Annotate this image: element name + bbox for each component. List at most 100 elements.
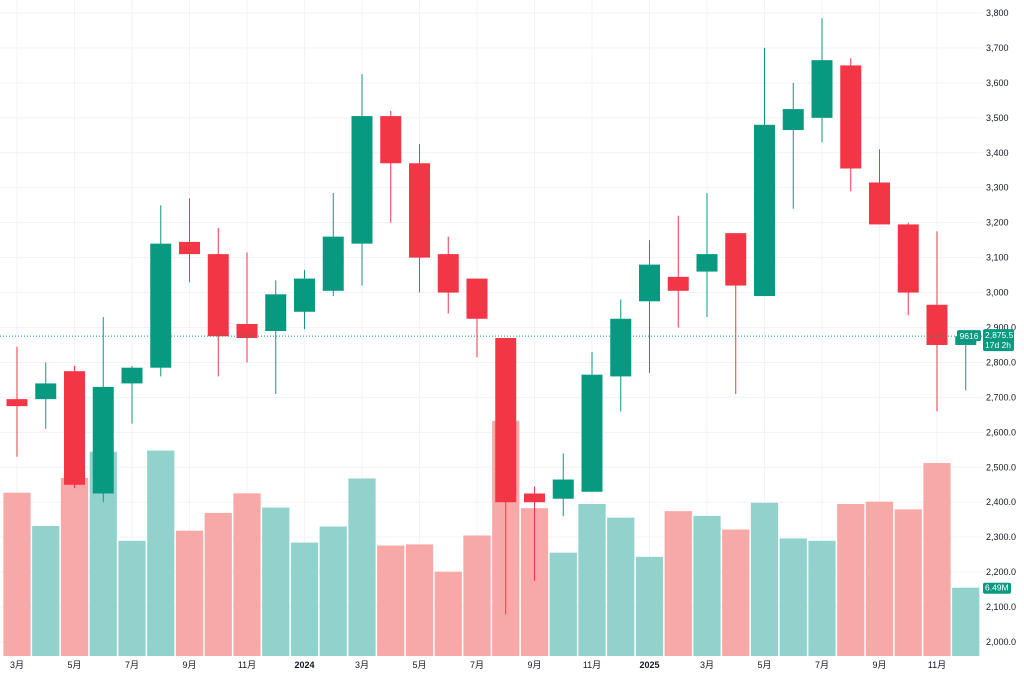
time-tick-label: 9月	[872, 660, 886, 670]
price-tick-label: 3,500	[986, 113, 1009, 123]
candle-body	[92, 386, 114, 494]
time-tick-label: 11月	[928, 660, 946, 670]
candle-body	[782, 109, 804, 131]
volume-bar	[118, 540, 146, 656]
volume-bar	[175, 530, 204, 656]
price-tick-label: 2,700.0	[986, 392, 1016, 402]
volume-bars	[3, 420, 980, 656]
volume-bar	[348, 478, 376, 656]
time-tick-label: 3月	[355, 660, 369, 670]
price-tick-label: 3,400	[986, 148, 1009, 158]
volume-bar	[808, 540, 836, 656]
candle-body	[897, 224, 919, 293]
last-price-label: 2,875.5	[985, 330, 1014, 340]
candle-body	[495, 337, 517, 503]
volume-badge-background	[983, 582, 1011, 594]
candle-body	[236, 324, 258, 338]
candle-body	[581, 374, 603, 492]
price-tick-label: 2,800.0	[986, 357, 1016, 367]
volume-bar	[664, 511, 692, 656]
volume-bar	[923, 463, 951, 656]
price-tick-label: 2,500.0	[986, 462, 1016, 472]
volume-bar	[377, 545, 405, 656]
candle-body	[207, 254, 229, 337]
volume-bar	[607, 517, 635, 656]
candle-body	[926, 304, 948, 345]
volume-bar	[463, 535, 491, 656]
price-tick-label: 3,600	[986, 78, 1009, 88]
candle-body	[6, 399, 28, 407]
candle-body	[754, 124, 775, 297]
candle-body	[409, 163, 430, 258]
price-tick-label: 2,400.0	[986, 497, 1016, 507]
volume-bar	[3, 492, 31, 656]
time-axis-ticks: 3月 5月 7月 9月 11月 2024 3月 5月 7月 9月 11月 2025 3月 5月 7月 9月 11…	[10, 660, 946, 670]
time-tick-label: 2025	[639, 660, 659, 670]
price-axis-ticks: 2,000.0 2,100.0 2,200.0 2,300.0 2,400.0 2,500…	[986, 8, 1016, 647]
volume-bar	[549, 552, 577, 656]
candle-body	[265, 294, 287, 331]
time-tick-label: 2024	[294, 660, 314, 670]
candle-body	[869, 182, 890, 225]
volume-bar	[952, 587, 980, 656]
candle-body	[811, 60, 833, 118]
volume-bar	[865, 501, 894, 656]
volume-bar	[262, 507, 290, 656]
volume-bar	[204, 512, 232, 656]
time-tick-label: 11月	[238, 660, 256, 670]
time-tick-label: 11月	[583, 660, 601, 670]
price-badge-background	[983, 329, 1014, 352]
price-tick-label: 3,800	[986, 8, 1009, 18]
time-tick-label: 5月	[412, 660, 426, 670]
candle-body	[351, 116, 373, 244]
candle-body	[552, 479, 574, 499]
symbol-value-label: 9616	[960, 331, 979, 341]
volume-bar	[32, 525, 60, 656]
volume-bar	[635, 556, 664, 656]
candle-body	[380, 116, 402, 164]
last-volume-badge: 6.49M	[983, 582, 1011, 594]
volume-bar	[233, 493, 261, 656]
volume-bar	[290, 542, 319, 656]
candle-body	[524, 493, 545, 503]
candle-body	[121, 367, 143, 384]
candle-body	[466, 278, 488, 319]
volume-bar	[693, 515, 721, 656]
candle-body	[610, 318, 632, 377]
volume-bar	[405, 544, 434, 656]
candle-body	[322, 236, 344, 291]
time-tick-label: 5月	[757, 660, 771, 670]
candle-body	[840, 65, 862, 169]
price-tick-label: 2,900.0	[986, 323, 1016, 333]
volume-bar	[319, 526, 347, 656]
candle-body	[150, 243, 172, 368]
price-tick-label: 2,600.0	[986, 427, 1016, 437]
time-tick-label: 7月	[125, 660, 139, 670]
volume-bar	[750, 502, 779, 656]
price-tick-label: 3,100	[986, 253, 1009, 263]
symbol-value-badge	[957, 330, 981, 342]
candle-body	[725, 233, 747, 286]
volume-bar	[60, 477, 89, 656]
price-tick-label: 3,000	[986, 288, 1009, 298]
time-tick-label: 3月	[10, 660, 24, 670]
time-tick-label: 7月	[470, 660, 484, 670]
time-tick-label: 7月	[815, 660, 829, 670]
candle-body	[294, 278, 315, 312]
time-tick-label: 5月	[67, 660, 81, 670]
candle-body	[696, 254, 718, 272]
time-tick-label: 9月	[527, 660, 541, 670]
volume-bar	[894, 509, 922, 656]
candle-body	[667, 276, 689, 291]
candle-body	[35, 383, 57, 400]
candle-body	[639, 264, 660, 302]
time-tick-label: 9月	[182, 660, 196, 670]
price-tick-label: 3,300	[986, 183, 1009, 193]
price-tick-label: 2,200.0	[986, 567, 1016, 577]
price-tick-label: 2,100.0	[986, 602, 1016, 612]
candle-body	[179, 241, 200, 255]
price-tick-label: 3,200	[986, 218, 1009, 228]
price-tick-label: 3,700	[986, 43, 1009, 53]
